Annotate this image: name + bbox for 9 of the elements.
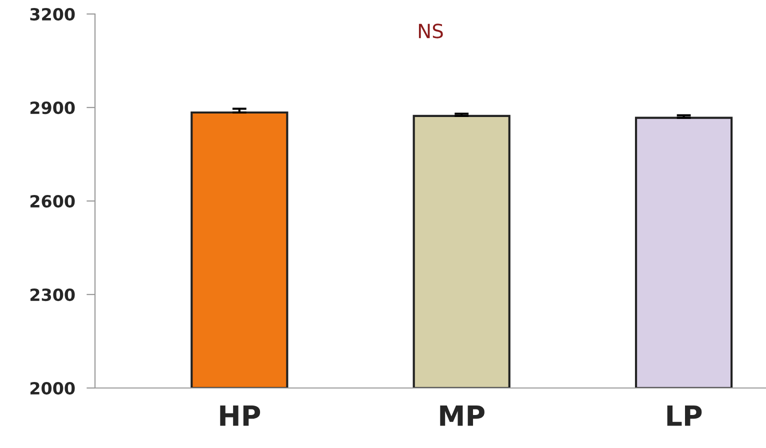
- y-tick-label: 3200: [30, 8, 75, 21]
- x-tick-label: MP: [440, 406, 484, 426]
- y-tick-label: 2300: [30, 288, 75, 302]
- y-tick-label: 2000: [30, 382, 75, 395]
- y-tick-label: 2600: [30, 194, 75, 208]
- y-tick-label: 2900: [30, 101, 75, 114]
- x-tick-label: HP: [220, 406, 260, 426]
- x-tick-label: LP: [667, 406, 702, 426]
- annotation: NS: [418, 24, 443, 38]
